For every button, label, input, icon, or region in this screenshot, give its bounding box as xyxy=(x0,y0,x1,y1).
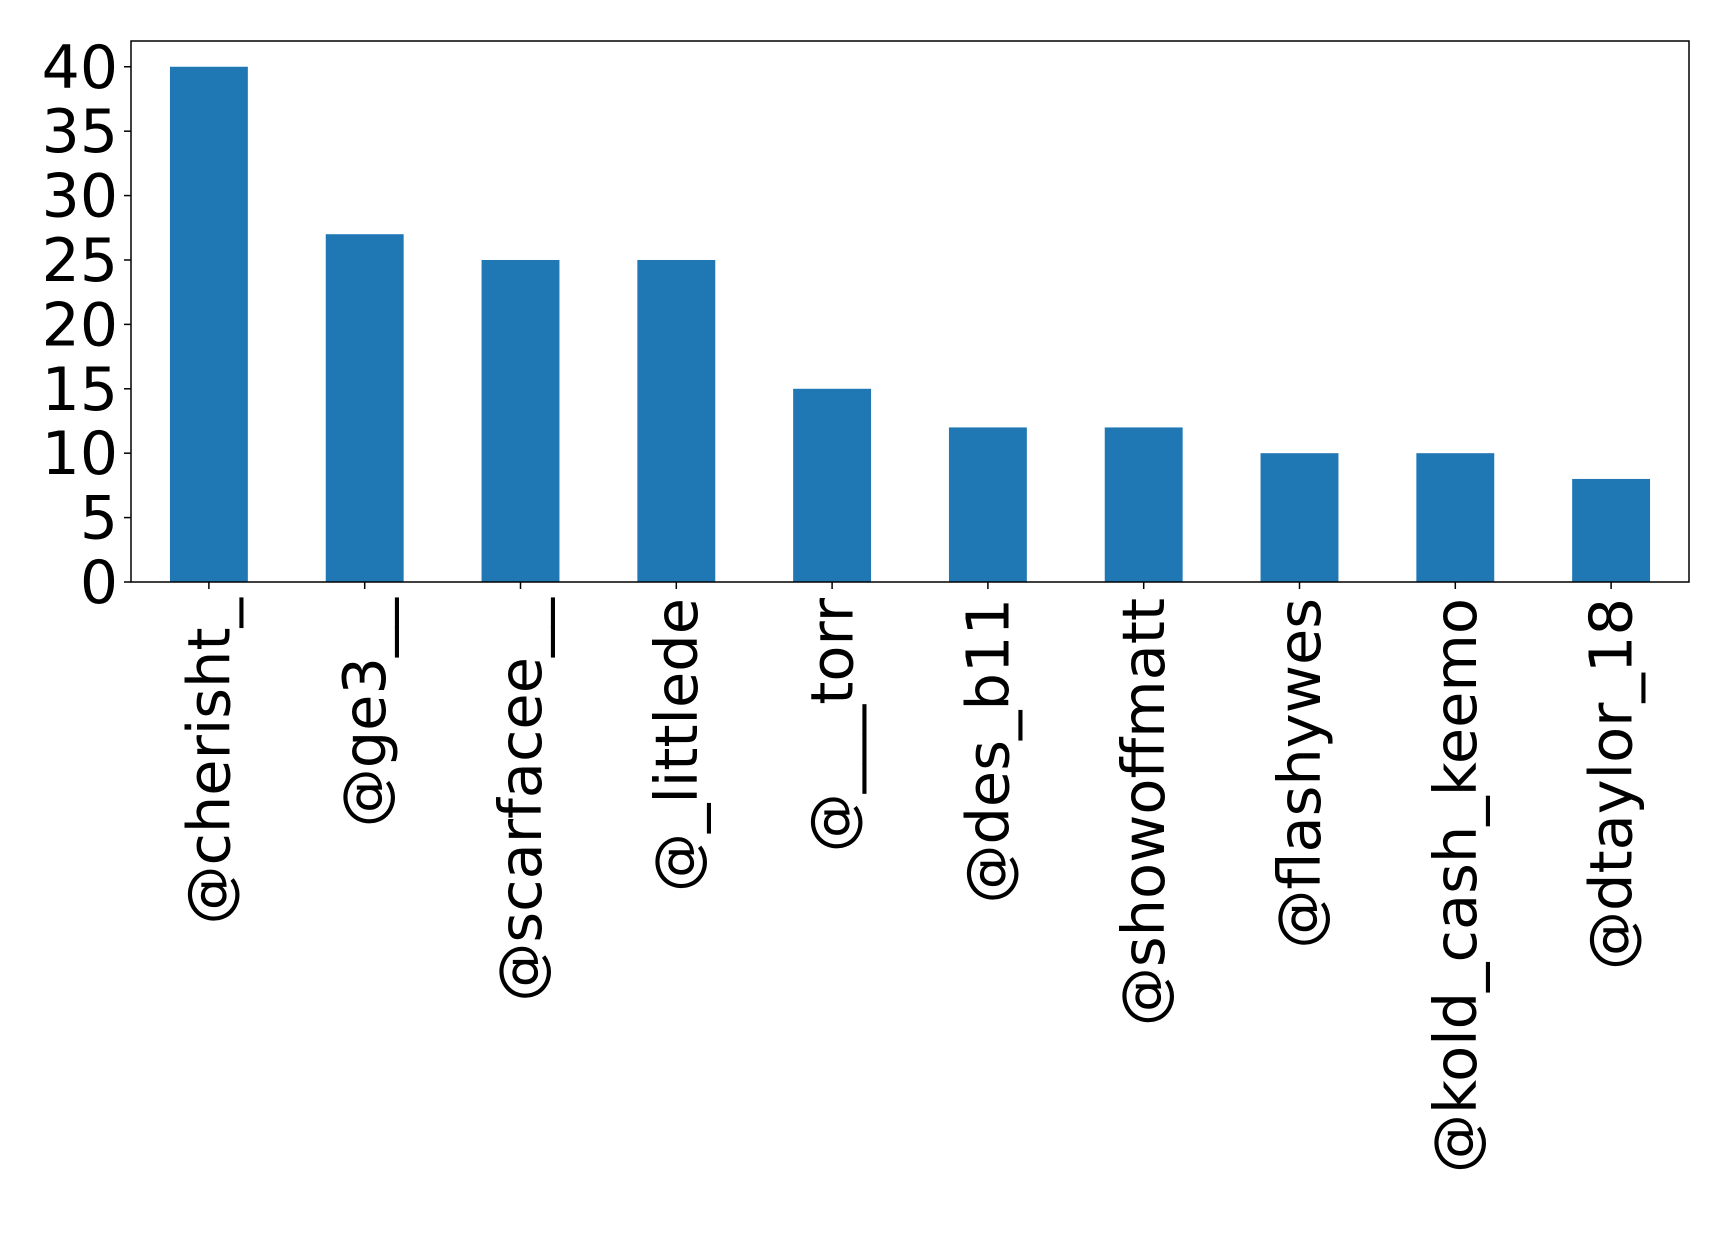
y-tick-label-6: 30 xyxy=(42,162,118,232)
x-tick-label-6: @showoffmatt xyxy=(1109,598,1178,1026)
x-tick-label-5: @des_b11 xyxy=(953,598,1022,904)
bars-layer xyxy=(169,66,1651,582)
bar-3 xyxy=(637,259,716,582)
bar-6 xyxy=(1104,427,1183,582)
bar-2 xyxy=(481,259,560,582)
x-tick-label-2: @scarfacee__ xyxy=(486,597,555,1002)
y-tick-label-4: 20 xyxy=(42,290,118,360)
y-tick-label-5: 25 xyxy=(42,226,118,296)
bar-9 xyxy=(1572,478,1651,582)
x-tick-label-3: @_littlede xyxy=(642,598,711,892)
y-tick-label-0: 0 xyxy=(80,548,118,618)
x-tick-label-7: @flashywes xyxy=(1265,598,1334,949)
bar-1 xyxy=(325,234,404,582)
y-tick-label-7: 35 xyxy=(42,97,118,167)
y-tick-label-1: 5 xyxy=(80,484,118,554)
bar-7 xyxy=(1260,453,1339,582)
x-tick-label-1: @ge3__ xyxy=(330,597,399,828)
y-tick-label-8: 40 xyxy=(42,33,118,103)
x-tick-label-8: @kold_cash_keemo xyxy=(1421,598,1490,1173)
x-tick-label-4: @___torr xyxy=(798,597,867,852)
x-axis: @cherisht_ @ge3__ @scarfacee__ @_littlede @_… xyxy=(174,582,1646,1173)
bar-8 xyxy=(1416,453,1495,582)
plot-frame xyxy=(130,40,1690,583)
x-tick-label-0: @cherisht_ xyxy=(174,597,243,925)
bar-5 xyxy=(948,427,1027,582)
x-tick-label-9: @dtaylor_18 xyxy=(1577,598,1646,970)
y-tick-label-3: 15 xyxy=(42,355,118,425)
bar-0 xyxy=(169,66,248,582)
y-tick-label-2: 10 xyxy=(42,419,118,489)
bar-4 xyxy=(793,388,872,582)
